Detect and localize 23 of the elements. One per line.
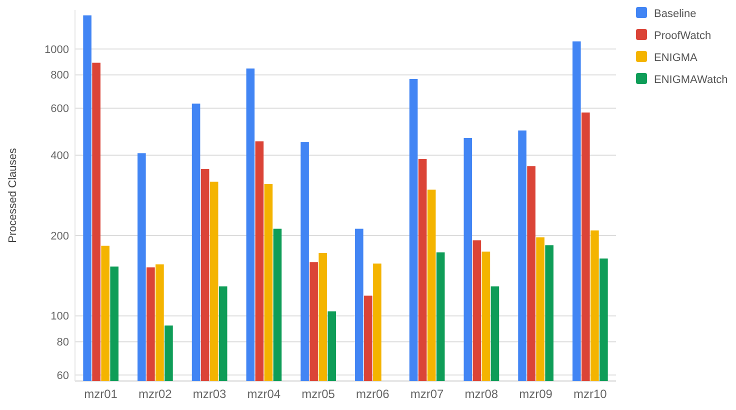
y-tick-label: 200: [50, 230, 69, 242]
y-tick-label: 400: [50, 150, 69, 162]
x-tick-label: mzr01: [84, 387, 118, 401]
x-tick-label: mzr03: [192, 387, 227, 401]
y-tick-label: 1000: [44, 44, 69, 56]
legend-label: ENIGMAWatch: [654, 74, 728, 86]
x-tick-label: mzr10: [574, 387, 608, 401]
y-tick-label: 800: [50, 70, 69, 82]
legend-label: ProofWatch: [654, 30, 712, 42]
y-tick-label: 600: [50, 103, 69, 116]
y-tick-label: 80: [56, 336, 69, 349]
x-tick-label: mzr04: [247, 387, 281, 401]
x-tick-label: mzr06: [356, 387, 390, 401]
x-tick-label: mzr09: [519, 387, 553, 401]
y-axis-title: Processed Clauses: [7, 148, 19, 243]
legend-label: Baseline: [654, 8, 696, 20]
y-tick-label: 60: [56, 370, 69, 382]
y-tick-label: 100: [50, 310, 69, 323]
x-tick-label: mzr07: [410, 387, 444, 401]
x-tick-label: mzr08: [464, 387, 498, 401]
x-tick-label: mzr05: [302, 387, 336, 401]
legend-label: ENIGMA: [654, 52, 698, 64]
x-tick-label: mzr02: [138, 387, 172, 401]
